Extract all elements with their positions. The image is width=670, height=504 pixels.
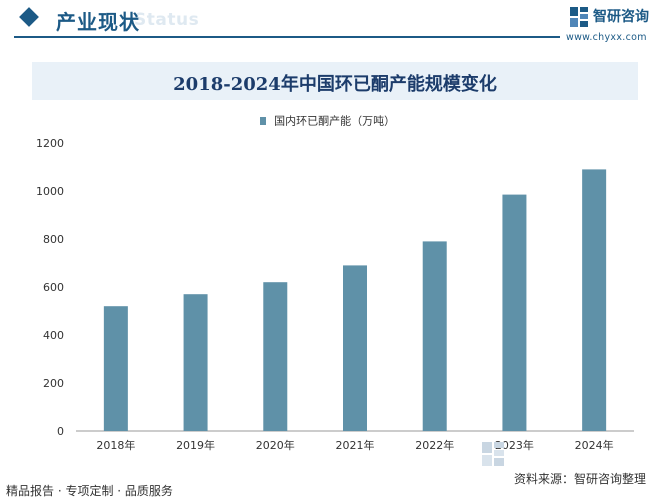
bar: [422, 241, 447, 431]
bar: [183, 294, 208, 431]
y-tick-label: 1200: [36, 137, 64, 150]
bar: [103, 306, 128, 431]
source-note: 资料来源：智研咨询整理: [514, 472, 647, 486]
x-tick-label: 2024年: [575, 438, 614, 452]
footer-slogan: 精品报告 · 专项定制 · 品质服务: [6, 484, 173, 498]
logo-icon: [570, 7, 588, 27]
logo-url[interactable]: www.chyxx.com: [566, 32, 647, 43]
y-tick-label: 400: [43, 329, 64, 342]
x-tick-label: 2021年: [336, 438, 375, 452]
bar: [502, 194, 527, 431]
header-background-word: Status: [134, 10, 200, 30]
bar: [263, 282, 288, 431]
y-tick-label: 800: [43, 233, 64, 246]
bar: [343, 265, 367, 431]
section-title: 产业现状: [56, 10, 140, 34]
legend-label: 国内环已酮产能（万吨）: [274, 114, 396, 128]
y-tick-label: 600: [43, 281, 64, 294]
x-tick-label: 2022年: [415, 438, 454, 452]
x-tick-label: 2023年: [495, 438, 534, 452]
legend-swatch: [260, 116, 266, 125]
bar: [582, 169, 607, 431]
chart-legend: 国内环已酮产能（万吨）: [260, 110, 396, 128]
header-divider: [14, 36, 560, 38]
logo-name: 智研咨询: [593, 9, 649, 25]
watermark-logo-icon: [482, 442, 504, 466]
chart-title: 2018-2024年中国环已酮产能规模变化: [173, 74, 497, 95]
y-tick-label: 200: [43, 377, 64, 390]
x-tick-label: 2018年: [96, 438, 135, 452]
y-tick-label: 0: [57, 425, 64, 438]
y-tick-label: 1000: [36, 185, 64, 198]
x-tick-label: 2019年: [176, 438, 215, 452]
page-header: Status 产业现状 智研咨询 www.chyxx.com: [0, 0, 670, 44]
x-tick-label: 2020年: [256, 438, 295, 452]
chart-title-band: 2018-2024年中国环已酮产能规模变化: [32, 62, 638, 100]
